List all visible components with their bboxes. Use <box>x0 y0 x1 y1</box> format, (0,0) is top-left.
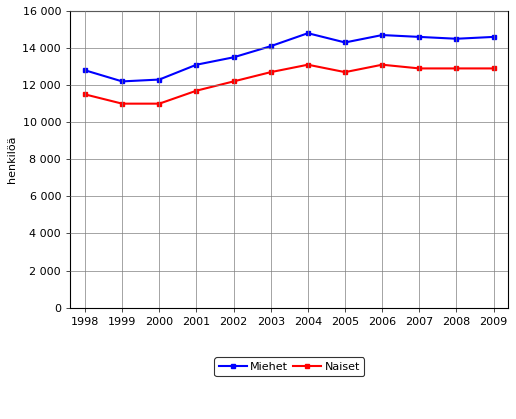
Naiset <box>268 70 274 75</box>
Miehet <box>82 68 88 73</box>
Y-axis label: henkilöä: henkilöä <box>7 135 17 183</box>
Miehet <box>119 79 125 84</box>
Miehet <box>194 62 200 67</box>
Naiset <box>156 101 163 106</box>
Naiset <box>194 88 200 93</box>
Miehet <box>342 40 348 45</box>
Naiset <box>305 62 311 67</box>
Naiset <box>454 66 460 71</box>
Miehet <box>268 44 274 49</box>
Line: Naiset: Naiset <box>83 62 496 106</box>
Miehet <box>491 34 497 39</box>
Miehet <box>379 33 385 38</box>
Naiset <box>82 92 88 97</box>
Miehet <box>416 34 423 39</box>
Miehet <box>305 31 311 36</box>
Naiset <box>342 70 348 75</box>
Legend: Miehet, Naiset: Miehet, Naiset <box>214 357 364 376</box>
Miehet <box>454 36 460 41</box>
Miehet <box>231 55 237 60</box>
Naiset <box>231 79 237 84</box>
Miehet <box>156 77 163 82</box>
Naiset <box>119 101 125 106</box>
Naiset <box>416 66 423 71</box>
Naiset <box>491 66 497 71</box>
Line: Miehet: Miehet <box>83 31 496 83</box>
Naiset <box>379 62 385 67</box>
